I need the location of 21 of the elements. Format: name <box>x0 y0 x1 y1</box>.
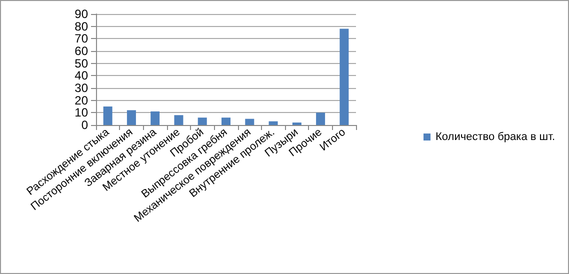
bar <box>198 118 207 125</box>
y-tick-label: 70 <box>74 32 88 46</box>
bar <box>245 118 254 125</box>
bar <box>126 110 136 125</box>
y-tick-label: 60 <box>74 44 88 58</box>
y-tick-label: 20 <box>74 93 88 108</box>
legend-label: Количество брака в шт. <box>436 131 556 143</box>
y-tick-label: 30 <box>74 81 88 95</box>
y-tick-label: 90 <box>74 7 88 21</box>
y-tick-label: 0 <box>81 118 88 132</box>
bar <box>103 106 112 125</box>
y-tick-label: 40 <box>74 68 88 83</box>
bar <box>174 115 184 125</box>
bar <box>340 28 349 125</box>
bar <box>150 111 160 125</box>
y-tick-label: 50 <box>74 56 88 70</box>
bar <box>316 112 326 125</box>
y-tick-label: 80 <box>74 19 88 34</box>
bar <box>268 121 278 125</box>
bar <box>222 118 230 125</box>
y-tick-label: 10 <box>74 106 88 120</box>
